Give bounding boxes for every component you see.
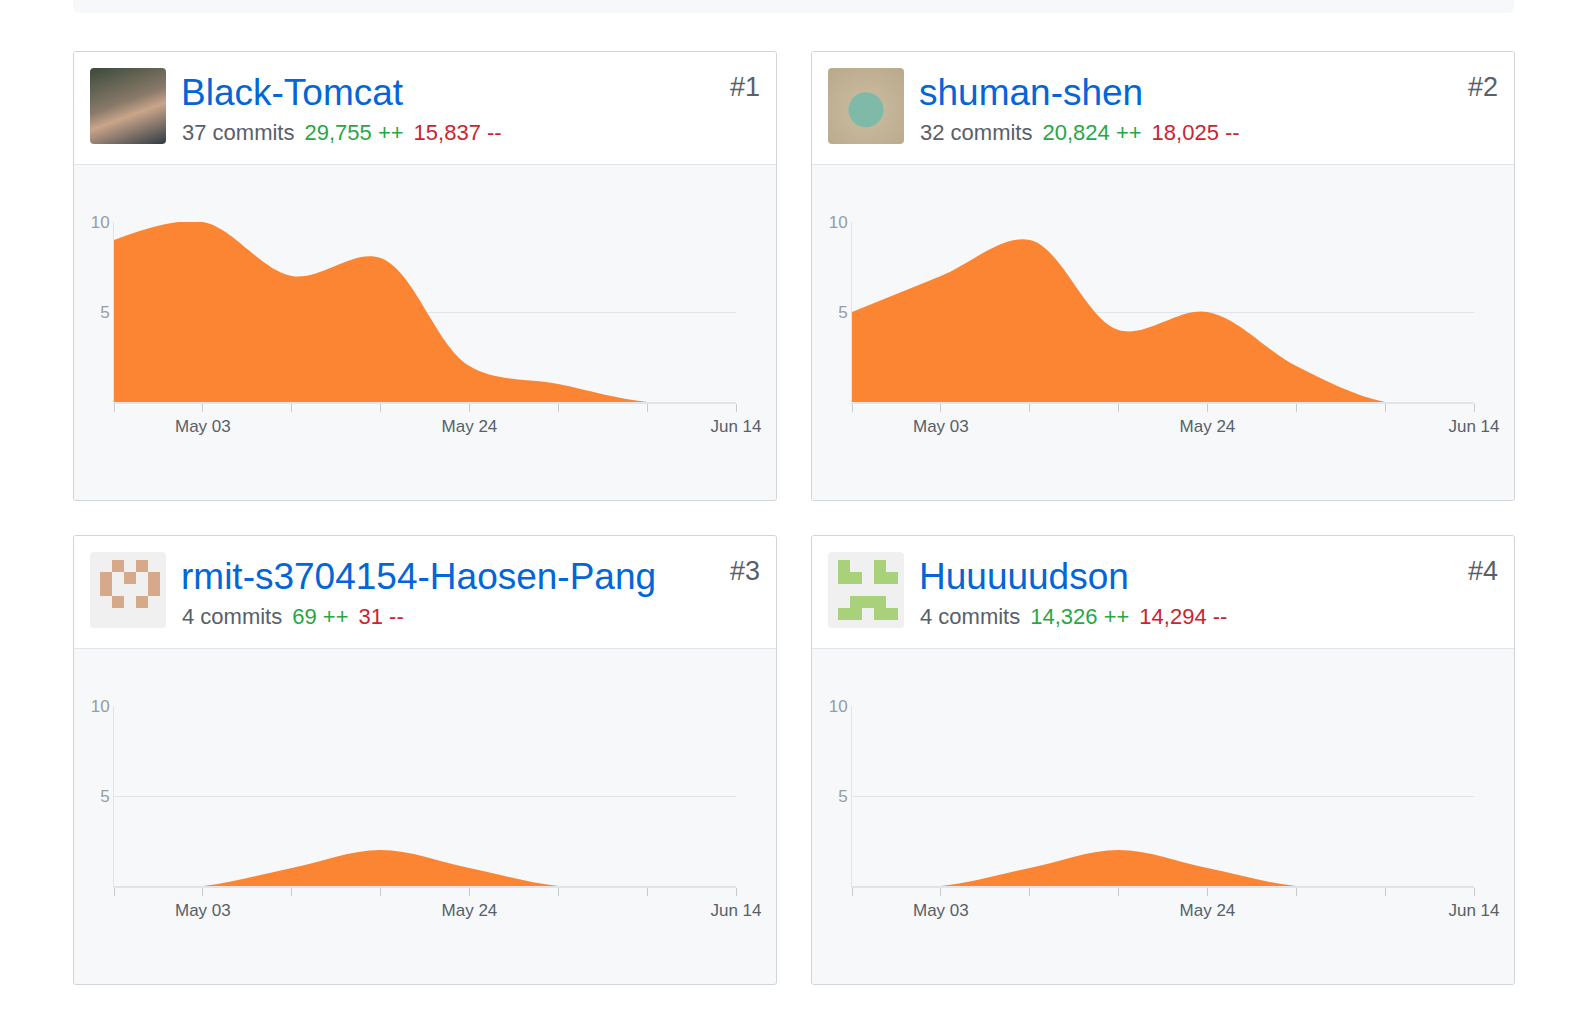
svg-text:May 03: May 03 [175,417,231,436]
html-text:37 commits: 37 commits [182,120,295,145]
svg-text:10: 10 [829,697,848,716]
html-text:rmit-s3704154-Haosen-Pang: rmit-s3704154-Haosen-Pang [181,556,657,597]
svg-text:Jun 14: Jun 14 [1448,901,1499,920]
svg-text:Jun 14: Jun 14 [710,901,761,920]
html-text:4 commits: 4 commits [182,604,283,629]
svg-text:Jun 14: Jun 14 [710,417,761,436]
html-text:#1: #1 [730,72,760,102]
svg-text:May 24: May 24 [1180,417,1236,436]
html-text:#2: #2 [1468,72,1498,102]
svg-text:Jun 14: Jun 14 [1448,417,1499,436]
svg-text:May 03: May 03 [913,901,969,920]
html-text:31 --: 31 -- [358,604,404,629]
svg-text:5: 5 [100,303,109,322]
svg-text:5: 5 [100,787,109,806]
html-text:20,824 ++: 20,824 ++ [1042,120,1142,145]
html-text:32 commits: 32 commits [920,120,1033,145]
svg-text:10: 10 [829,213,848,232]
html-text:Huuuuudson: Huuuuudson [919,556,1129,597]
html-text:Black-Tomcat: Black-Tomcat [181,72,404,113]
html-text:#3: #3 [730,556,760,586]
html-text:4 commits: 4 commits [920,604,1021,629]
html-text:#4: #4 [1468,556,1498,586]
html-text:shuman-shen: shuman-shen [919,72,1144,113]
html-text:29,755 ++: 29,755 ++ [304,120,404,145]
html-text:69 ++: 69 ++ [292,604,349,629]
html-text:15,837 --: 15,837 -- [413,120,502,145]
svg-text:10: 10 [91,697,110,716]
svg-text:May 24: May 24 [1180,901,1236,920]
svg-text:May 03: May 03 [913,417,969,436]
svg-text:May 24: May 24 [442,417,498,436]
html-text:14,326 ++: 14,326 ++ [1030,604,1130,629]
svg-text:5: 5 [838,787,847,806]
svg-text:May 24: May 24 [442,901,498,920]
html-text:18,025 --: 18,025 -- [1151,120,1240,145]
svg-text:May 03: May 03 [175,901,231,920]
html-text:14,294 --: 14,294 -- [1139,604,1228,629]
svg-text:10: 10 [91,213,110,232]
svg-text:5: 5 [838,303,847,322]
